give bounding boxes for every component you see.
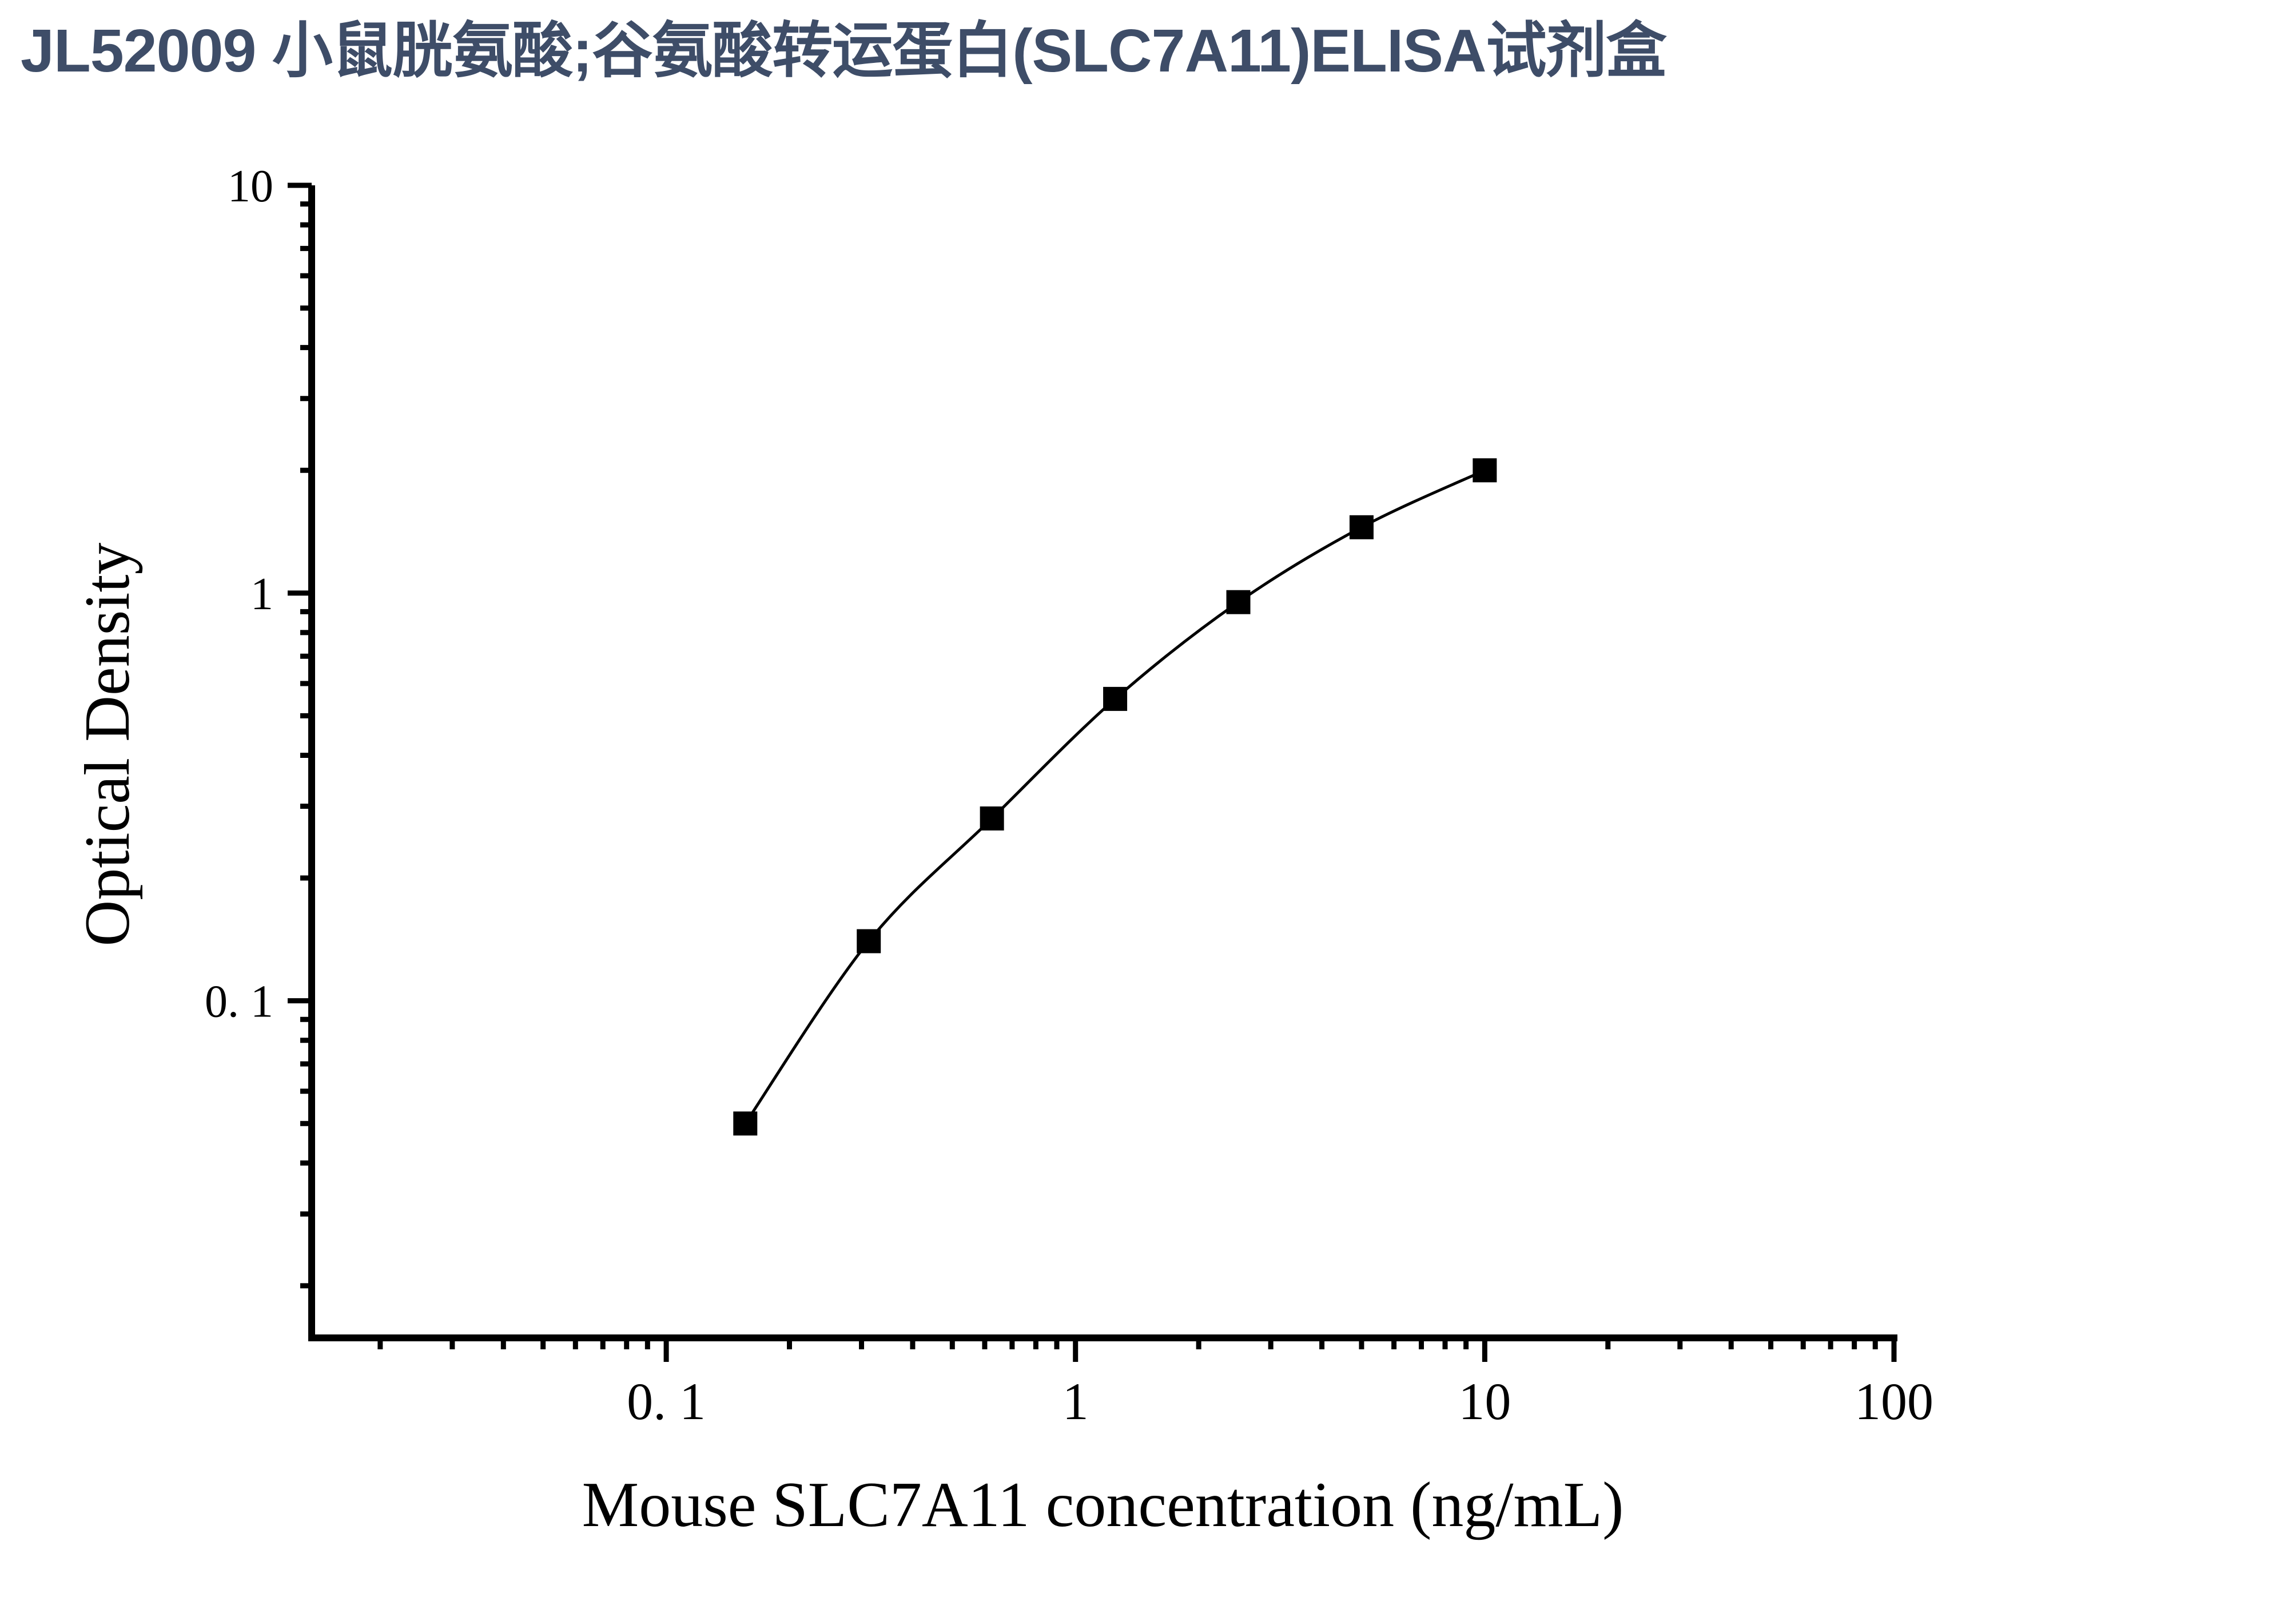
y-tick-label: 1 [250,569,273,619]
x-tick-label: 10 [1458,1372,1511,1431]
data-point-marker [980,806,1004,831]
x-tick-label: 0. 1 [627,1372,706,1431]
data-point-marker [1473,458,1497,483]
x-tick-label: 1 [1063,1372,1089,1431]
page-title: JL52009 小鼠胱氨酸;谷氨酸转运蛋白(SLC7A11)ELISA试剂盒 [21,17,1667,85]
data-point-marker [857,929,881,954]
x-axis-title: Mouse SLC7A11 concentration (ng/mL) [582,1469,1624,1540]
y-tick-label: 0. 1 [205,977,273,1027]
data-point-marker [1103,686,1128,711]
y-tick-label: 10 [228,161,273,212]
data-point-marker [1349,515,1374,539]
y-axis-title: Optical Density [72,542,143,946]
x-tick-label: 100 [1855,1372,1933,1431]
data-point-marker [733,1111,758,1136]
data-point-marker [1226,590,1251,614]
standard-curve-line [744,468,1486,1125]
